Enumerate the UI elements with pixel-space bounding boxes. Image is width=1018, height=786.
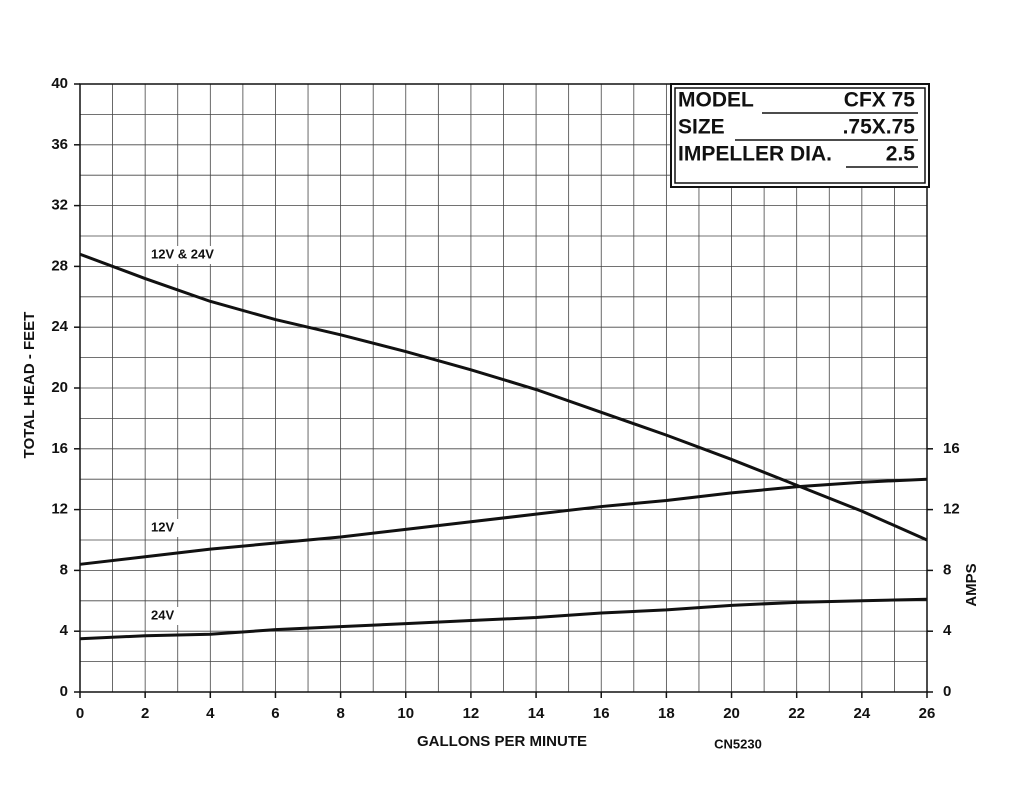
y-tick-label: 8 — [60, 561, 68, 578]
info-label: IMPELLER DIA. — [678, 143, 832, 166]
series-line — [79, 252, 928, 542]
label-bg — [147, 607, 179, 625]
series-label: 24V — [151, 607, 174, 622]
y-tick-label: 0 — [60, 683, 68, 700]
y-tick-label: 28 — [51, 257, 68, 274]
y-tick-label: 20 — [51, 379, 68, 396]
y2-tick-label: 4 — [943, 622, 952, 639]
y-axis-title: TOTAL HEAD - FEET — [21, 312, 38, 459]
x-tick-label: 12 — [463, 705, 480, 722]
x-tick-label: 20 — [723, 705, 740, 722]
y-tick-label: 32 — [51, 197, 68, 214]
y2-tick-label: 12 — [943, 501, 960, 518]
x-tick-label: 0 — [76, 705, 84, 722]
series-line — [79, 477, 928, 566]
y2-tick-label: 0 — [943, 683, 951, 700]
x-tick-label: 4 — [206, 705, 215, 722]
x-tick-label: 26 — [919, 705, 936, 722]
series-label: 12V — [151, 519, 174, 534]
info-box-inner — [674, 87, 926, 184]
plot-frame — [79, 83, 928, 693]
x-tick-label: 8 — [336, 705, 344, 722]
x-axis-title: GALLONS PER MINUTE — [417, 733, 587, 750]
x-tick-label: 16 — [593, 705, 610, 722]
y2-tick-label: 16 — [943, 440, 960, 457]
y-tick-label: 4 — [60, 622, 69, 639]
y-tick-label: 12 — [51, 501, 68, 518]
info-value: 2.5 — [886, 143, 916, 166]
y-tick-label: 40 — [51, 75, 68, 92]
label-bg — [147, 519, 179, 537]
y2-axis-title: AMPS — [963, 563, 980, 606]
x-tick-label: 6 — [271, 705, 279, 722]
y-tick-label: 24 — [51, 318, 68, 335]
x-tick-label: 22 — [788, 705, 805, 722]
x-tick-label: 14 — [528, 705, 545, 722]
x-tick-label: 2 — [141, 705, 149, 722]
label-bg — [147, 246, 227, 264]
info-box-outer — [670, 83, 930, 188]
x-tick-label: 24 — [854, 705, 871, 722]
x-tick-label: 10 — [397, 705, 414, 722]
info-label: MODEL — [678, 89, 754, 112]
code-label: CN5230 — [714, 736, 762, 751]
info-value: .75X.75 — [843, 116, 916, 139]
series-line — [79, 597, 928, 641]
series-label: 12V & 24V — [151, 246, 214, 261]
y2-tick-label: 8 — [943, 561, 951, 578]
x-tick-label: 18 — [658, 705, 675, 722]
y-tick-label: 36 — [51, 136, 68, 153]
info-value: CFX 75 — [844, 89, 916, 112]
info-label: SIZE — [678, 116, 725, 139]
y-tick-label: 16 — [51, 440, 68, 457]
